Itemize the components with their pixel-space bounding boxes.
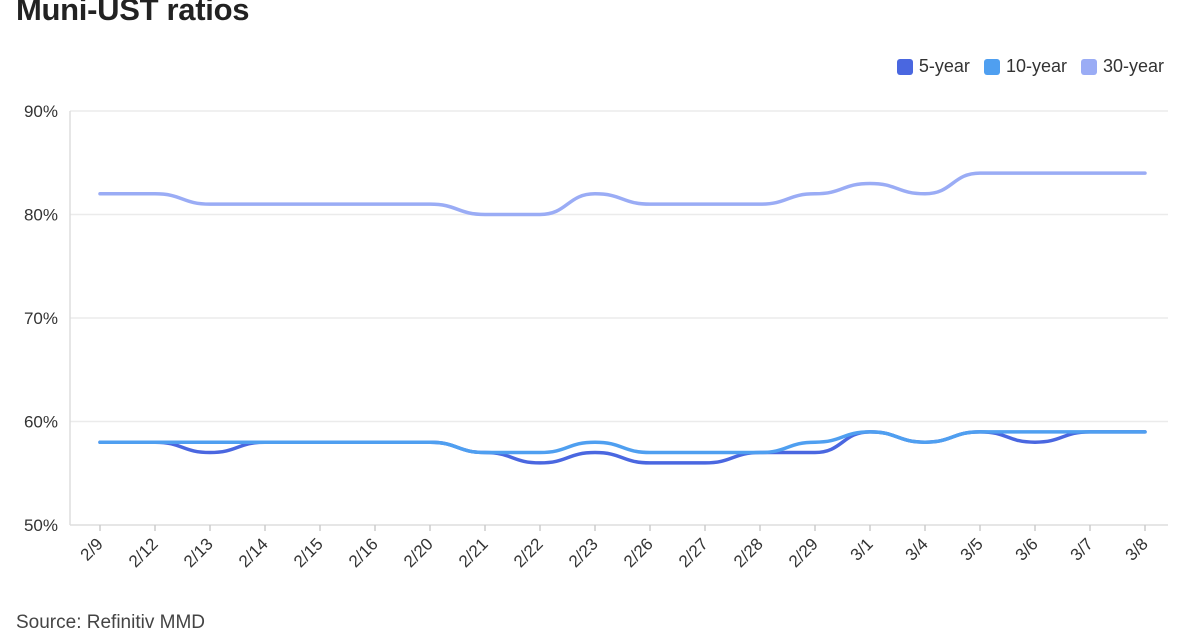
legend-item-5-year[interactable]: 5-year	[896, 56, 970, 77]
legend: 5-year 10-year 30-year	[896, 56, 1164, 77]
legend-item-30-year[interactable]: 30-year	[1080, 56, 1164, 77]
legend-label-30-year: 30-year	[1102, 56, 1164, 76]
legend-swatch-10-year	[983, 58, 1000, 75]
x-tick-label: 2/15	[290, 534, 327, 571]
legend-label-10-year: 10-year	[1005, 56, 1067, 76]
y-tick-label: 90%	[24, 102, 58, 121]
x-tick-label: 3/1	[847, 534, 877, 564]
legend-label-5-year: 5-year	[918, 56, 970, 76]
x-tick-label: 2/27	[675, 534, 712, 571]
x-tick-label: 2/22	[510, 534, 547, 571]
x-tick-label: 2/9	[77, 534, 107, 564]
x-tick-label: 2/20	[400, 534, 437, 571]
x-tick-label: 3/7	[1067, 534, 1097, 564]
y-tick-label: 50%	[24, 516, 58, 535]
series-line-30-year[interactable]	[98, 171, 1147, 217]
x-tick-label: 2/16	[345, 534, 382, 571]
x-tick-label: 2/26	[620, 534, 657, 571]
x-tick-label: 2/28	[730, 534, 767, 571]
x-tick-label: 3/8	[1122, 534, 1152, 564]
chart-title: Muni-UST ratios	[16, 0, 250, 27]
x-axis: 2/9 2/12 2/13 2/14 2/15 2/16 2/20 2/21 2/22 2/23 2…	[77, 525, 1152, 571]
x-tick-label: 2/29	[785, 534, 822, 571]
y-axis: 50% 60% 70% 80% 90%	[24, 102, 71, 535]
source-note: Source: Refinitiv MMD	[16, 612, 205, 633]
series-line-10-year[interactable]	[98, 430, 1147, 455]
y-tick-label: 60%	[24, 413, 58, 432]
y-tick-label: 70%	[24, 309, 58, 328]
x-tick-label: 3/5	[957, 534, 987, 564]
series-lines	[98, 171, 1147, 465]
x-tick-label: 3/4	[902, 534, 932, 564]
x-tick-label: 2/14	[235, 534, 272, 571]
legend-swatch-5-year	[896, 58, 913, 75]
x-tick-label: 2/23	[565, 534, 602, 571]
x-tick-label: 2/21	[455, 534, 492, 571]
gridlines	[70, 110, 1168, 526]
y-tick-label: 80%	[24, 206, 58, 225]
x-tick-label: 2/13	[180, 534, 217, 571]
legend-item-10-year[interactable]: 10-year	[983, 56, 1067, 77]
x-tick-label: 3/6	[1012, 534, 1042, 564]
legend-swatch-30-year	[1080, 58, 1097, 75]
x-tick-label: 2/12	[125, 534, 162, 571]
